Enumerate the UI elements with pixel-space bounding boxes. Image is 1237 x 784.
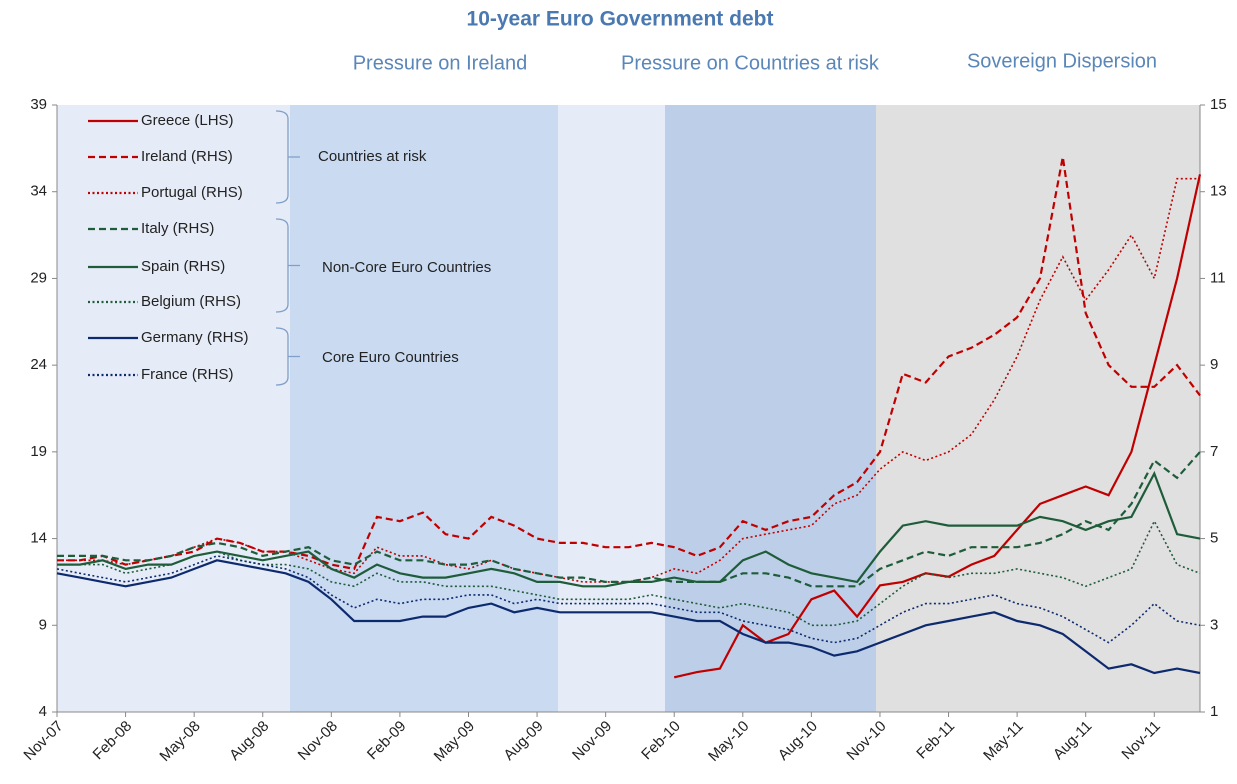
y2-tick-label: 7 xyxy=(1210,443,1218,460)
annotation: Pressure on Ireland xyxy=(353,52,528,74)
legend-group-label: Core Euro Countries xyxy=(322,349,459,366)
x-tick-label: May-09 xyxy=(431,718,478,765)
legend-label: Portugal (RHS) xyxy=(141,184,243,201)
x-tick-label: Aug-10 xyxy=(775,718,821,764)
chart-title: 10-year Euro Government debt xyxy=(467,8,774,31)
x-tick-label: Feb-09 xyxy=(364,718,410,764)
series-line xyxy=(56,559,1201,675)
y-tick-label: 29 xyxy=(30,269,47,286)
y2-tick-label: 1 xyxy=(1210,703,1218,720)
series-line xyxy=(57,470,1201,588)
shaded-period xyxy=(876,105,1200,712)
x-tick-label: May-08 xyxy=(156,718,203,765)
annotation: Pressure on Countries at risk xyxy=(621,52,880,74)
series-line xyxy=(57,156,1201,571)
y2-tick-label: 3 xyxy=(1210,616,1218,633)
y2-tick-label: 13 xyxy=(1210,183,1227,200)
legend-label: Spain (RHS) xyxy=(141,258,225,275)
x-tick-label: Nov-10 xyxy=(843,718,889,764)
y-tick-label: 19 xyxy=(30,443,47,460)
shaded-period xyxy=(290,105,558,712)
y-tick-label: 34 xyxy=(30,183,47,200)
y2-tick-label: 9 xyxy=(1210,356,1218,373)
shaded-period xyxy=(665,105,876,712)
annotation: Sovereign Dispersion xyxy=(967,50,1157,72)
y-tick-label: 4 xyxy=(39,703,47,720)
legend-bracket xyxy=(275,327,300,386)
x-tick-label: Nov-09 xyxy=(569,718,615,764)
x-tick-label: Feb-11 xyxy=(913,718,958,763)
legend-bracket xyxy=(275,110,300,204)
x-tick-label: May-11 xyxy=(980,718,1027,765)
legend-label: France (RHS) xyxy=(141,366,234,383)
legend-label: Greece (LHS) xyxy=(141,112,234,129)
legend-group-label: Countries at risk xyxy=(318,148,427,165)
y-tick-label: 39 xyxy=(30,96,47,113)
legend-label: Germany (RHS) xyxy=(141,329,249,346)
x-tick-label: Nov-08 xyxy=(295,718,341,764)
x-tick-label: May-10 xyxy=(705,718,752,765)
y2-tick-label: 15 xyxy=(1210,96,1227,113)
x-tick-label: Aug-09 xyxy=(500,718,546,764)
y-tick-label: 24 xyxy=(30,356,47,373)
y2-tick-label: 5 xyxy=(1210,530,1218,547)
x-tick-label: Nov-07 xyxy=(20,718,66,764)
x-tick-label: Feb-08 xyxy=(90,718,136,764)
y2-tick-label: 11 xyxy=(1210,269,1226,286)
y-tick-label: 9 xyxy=(39,616,47,633)
x-tick-label: Aug-11 xyxy=(1050,718,1095,763)
legend-label: Italy (RHS) xyxy=(141,220,214,237)
y-tick-label: 14 xyxy=(30,530,47,547)
legend-group-label: Non-Core Euro Countries xyxy=(322,259,491,276)
x-tick-label: Nov-11 xyxy=(1118,718,1163,763)
legend-label: Belgium (RHS) xyxy=(141,293,241,310)
legend-bracket xyxy=(275,218,300,313)
series-line xyxy=(56,555,1201,644)
x-tick-label: Feb-10 xyxy=(638,718,684,764)
legend-label: Ireland (RHS) xyxy=(141,148,233,165)
x-tick-label: Aug-08 xyxy=(226,718,272,764)
